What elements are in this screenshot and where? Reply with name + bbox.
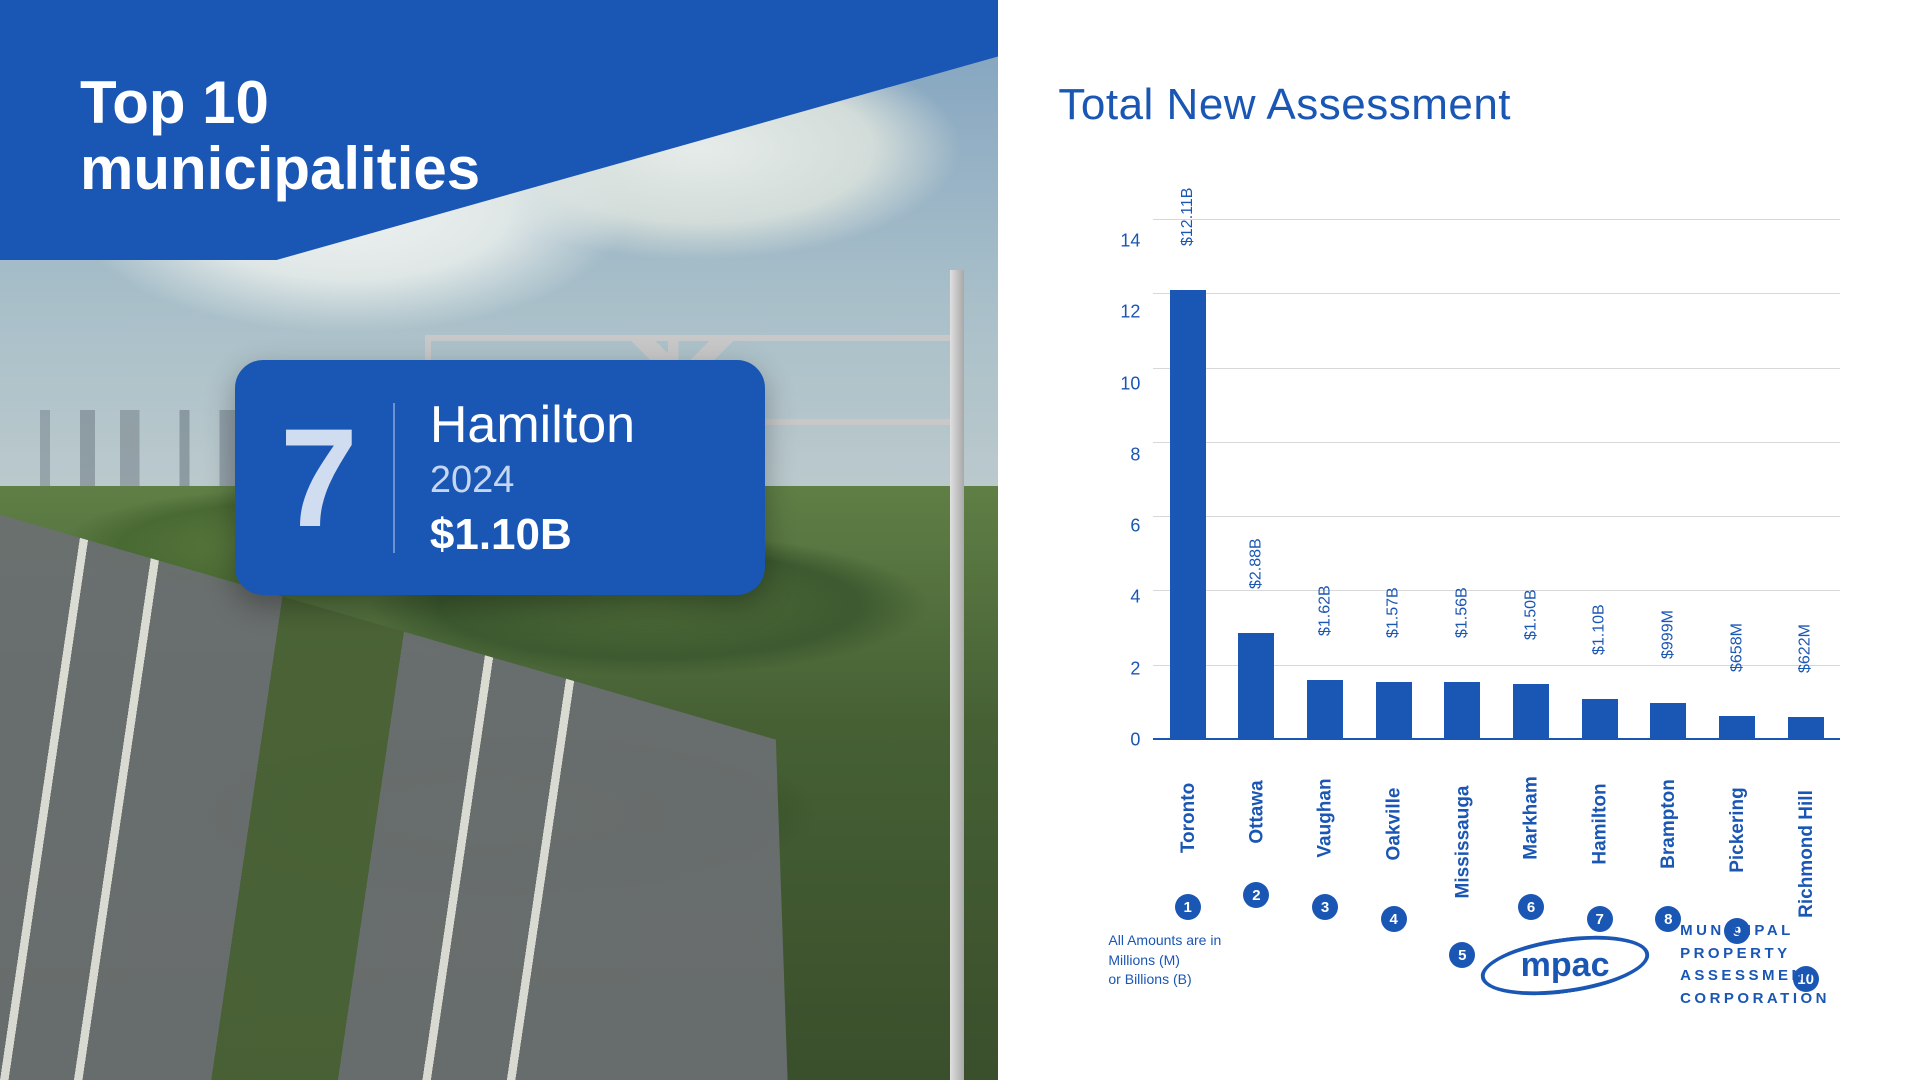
- bar-column: $1.57B: [1359, 682, 1428, 740]
- bar: [1376, 682, 1412, 740]
- x-category-label: Mississauga: [1452, 786, 1472, 899]
- bar: [1650, 703, 1686, 740]
- x-category-label: Richmond Hill: [1796, 790, 1816, 918]
- rank-badge: 1: [1175, 894, 1201, 920]
- rank-badge: 6: [1518, 894, 1544, 920]
- bar: [1719, 716, 1755, 740]
- logo-full-line-3: ASSESSMENT: [1680, 965, 1830, 988]
- left-panel: Top 10 municipalities 7 Hamilton 2024 $1…: [0, 0, 998, 1080]
- bar-column: $2.88B: [1222, 633, 1291, 740]
- bar-column: $658M: [1703, 716, 1772, 740]
- logo-full-line-4: CORPORATION: [1680, 988, 1830, 1011]
- highlight-divider: [393, 403, 395, 553]
- highlight-city: Hamilton: [430, 395, 635, 455]
- x-category-label: Hamilton: [1590, 783, 1610, 864]
- title-line-1: Top 10: [80, 70, 480, 136]
- right-panel: Total New Assessment 02468101214 $12.11B…: [998, 0, 1920, 1080]
- x-category-label: Toronto: [1178, 783, 1198, 853]
- plot-area: $12.11B$2.88B$1.62B$1.57B$1.56B$1.50B$1.…: [1153, 220, 1840, 740]
- footnote: All Amounts are in Millions (M) or Billi…: [1108, 931, 1221, 990]
- bar-value-label: $622M: [1797, 624, 1815, 673]
- bar: [1582, 699, 1618, 740]
- bar-column: $1.10B: [1565, 699, 1634, 740]
- y-tick: 6: [1098, 516, 1140, 537]
- bar-value-label: $1.62B: [1316, 585, 1334, 636]
- y-tick: 4: [1098, 587, 1140, 608]
- x-category-label: Oakville: [1384, 788, 1404, 861]
- bars-container: $12.11B$2.88B$1.62B$1.57B$1.56B$1.50B$1.…: [1153, 220, 1840, 740]
- y-tick: 2: [1098, 658, 1140, 679]
- footnote-line-2: Millions (M): [1108, 951, 1221, 971]
- page-title: Top 10 municipalities: [80, 70, 480, 202]
- highlight-rank: 7: [280, 408, 358, 548]
- bar-column: $999M: [1634, 703, 1703, 740]
- highlight-text: Hamilton 2024 $1.10B: [430, 395, 635, 560]
- x-category-label: Markham: [1521, 776, 1541, 859]
- bar: [1444, 682, 1480, 740]
- logo-full-line-2: PROPERTY: [1680, 943, 1830, 966]
- highlight-amount: $1.10B: [430, 510, 635, 560]
- bar-column: $622M: [1771, 717, 1840, 740]
- bar: [1788, 717, 1824, 740]
- logo-text: mpac: [1521, 946, 1610, 985]
- bar: [1170, 290, 1206, 740]
- bar: [1238, 633, 1274, 740]
- x-category-label: Pickering: [1727, 787, 1747, 873]
- highway-sign-gantry: [839, 270, 999, 1080]
- y-axis: 02468101214: [1098, 220, 1140, 740]
- bar-value-label: $1.50B: [1522, 590, 1540, 641]
- x-category-label: Vaughan: [1315, 778, 1335, 857]
- y-tick: 10: [1098, 373, 1140, 394]
- logo-mark: mpac: [1480, 930, 1650, 1000]
- rank-badge: 4: [1381, 906, 1407, 932]
- y-tick: 8: [1098, 444, 1140, 465]
- bar-value-label: $1.57B: [1385, 587, 1403, 638]
- bar-column: $12.11B: [1153, 290, 1222, 740]
- title-line-2: municipalities: [80, 136, 480, 202]
- bar-value-label: $1.10B: [1591, 604, 1609, 655]
- bar-column: $1.56B: [1428, 682, 1497, 740]
- x-category-label: Brampton: [1658, 779, 1678, 869]
- bar-column: $1.62B: [1291, 680, 1360, 740]
- bar-value-label: $2.88B: [1247, 538, 1265, 589]
- bar-value-label: $12.11B: [1179, 188, 1197, 246]
- footnote-line-3: or Billions (B): [1108, 970, 1221, 990]
- logo: mpac MUNICIPAL PROPERTY ASSESSMENT CORPO…: [1480, 920, 1830, 1010]
- highlight-card: 7 Hamilton 2024 $1.10B: [235, 360, 765, 595]
- x-category: Oakville 4: [1359, 740, 1428, 992]
- y-tick: 0: [1098, 729, 1140, 750]
- y-tick: 14: [1098, 231, 1140, 252]
- x-category: Ottawa 2: [1222, 740, 1291, 992]
- rank-badge: 5: [1449, 942, 1475, 968]
- logo-full-line-1: MUNICIPAL: [1680, 920, 1830, 943]
- bar: [1307, 680, 1343, 740]
- footnote-line-1: All Amounts are in: [1108, 931, 1221, 951]
- bar: [1513, 684, 1549, 740]
- rank-badge: 3: [1312, 894, 1338, 920]
- bar-column: $1.50B: [1497, 684, 1566, 740]
- logo-full-name: MUNICIPAL PROPERTY ASSESSMENT CORPORATIO…: [1680, 920, 1830, 1010]
- x-category-label: Ottawa: [1246, 780, 1266, 843]
- x-category: Vaughan 3: [1291, 740, 1360, 992]
- highlight-year: 2024: [430, 459, 635, 502]
- chart-title: Total New Assessment: [1058, 80, 1840, 130]
- bar-value-label: $999M: [1659, 610, 1677, 659]
- y-tick: 12: [1098, 302, 1140, 323]
- bar-chart: 02468101214 $12.11B$2.88B$1.62B$1.57B$1.…: [1098, 220, 1840, 740]
- rank-badge: 2: [1243, 882, 1269, 908]
- bar-value-label: $658M: [1728, 623, 1746, 672]
- bar-value-label: $1.56B: [1453, 587, 1471, 638]
